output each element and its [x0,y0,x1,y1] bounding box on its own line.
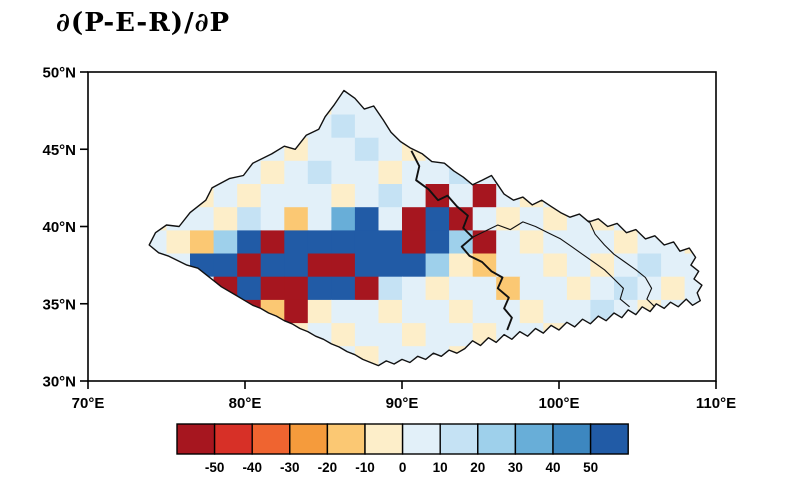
x-tick-label: 90°E [386,395,419,412]
colorbar-segment [589,423,629,455]
colorbar-segment [477,423,517,455]
y-tick-label: 30°N [42,374,76,391]
x-tick-label: 110°E [696,395,736,412]
x-tick-label: 100°E [538,395,579,412]
colorbar-segment [552,423,592,455]
colorbar-segment [514,423,554,455]
chart-title: ∂(P-E-R)/∂P [56,8,231,38]
colorbar-tick-label: -10 [355,460,375,475]
colorbar-segment [364,423,404,455]
colorbar-segment [439,423,479,455]
colorbar-tick-label: 40 [545,460,560,475]
y-tick-label: 45°N [42,142,76,159]
inner-border [472,221,630,308]
x-tick-label: 80°E [229,395,262,412]
colorbar-segment [213,423,253,455]
y-tick-label: 50°N [42,65,76,82]
colorbar-tick-label: -50 [205,460,225,475]
colorbar-segment [251,423,291,455]
colorbar-segment [401,423,441,455]
colorbar-tick-label: -20 [318,460,338,475]
colorbar-tick-label: 20 [470,460,485,475]
y-tick-label: 35°N [42,296,76,313]
colorbar-tick-label: 0 [399,460,407,475]
colorbar-segment [176,423,216,455]
x-tick-label: 70°E [72,395,105,412]
colorbar-segment [289,423,329,455]
colorbar-tick-label: 10 [433,460,448,475]
colorbar: -50 -40 -30 -20 -10 0 10 20 30 40 50 [176,423,629,475]
colorbar-tick-label: -30 [280,460,300,475]
colorbar-segment [326,423,366,455]
colorbar-tick-label: 50 [583,460,598,475]
inner-border [410,150,513,331]
region-boundary [148,89,703,367]
inner-border [588,220,656,308]
colorbar-tick-label: -40 [242,460,262,475]
colorbar-tick-label: 30 [508,460,523,475]
y-tick-label: 40°N [42,219,76,236]
